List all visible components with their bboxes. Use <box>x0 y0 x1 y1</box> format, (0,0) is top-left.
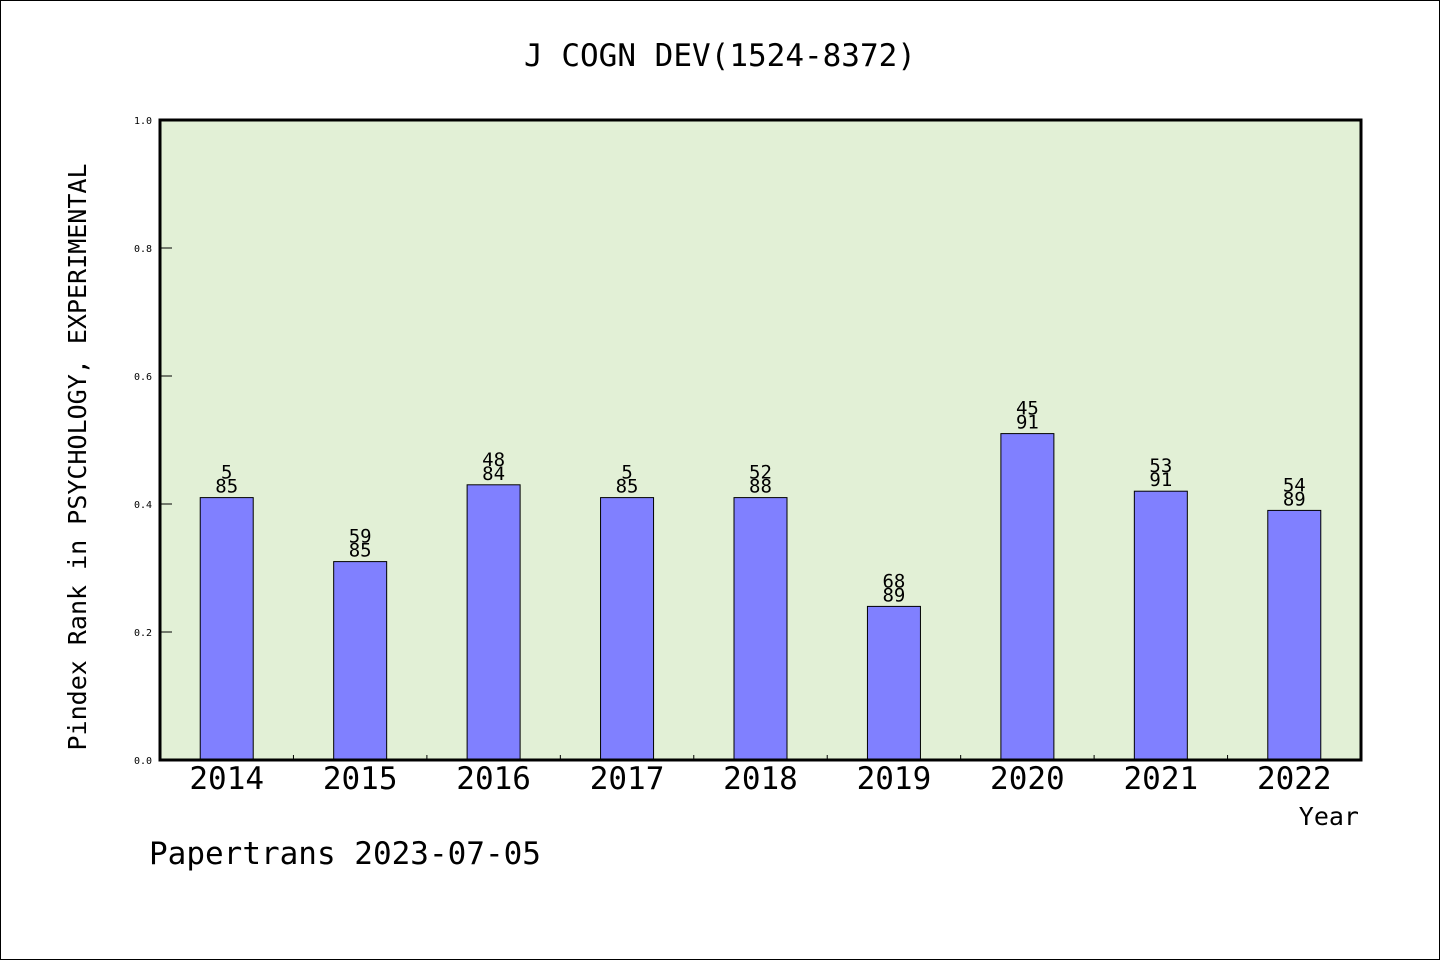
plot-frame <box>158 118 1363 762</box>
x-tick-label: 2014 <box>189 761 264 797</box>
bar-label-total: 91 <box>1149 469 1172 491</box>
chart-title: J COGN DEV(1524-8372) <box>524 38 916 74</box>
x-tick-label: 2020 <box>990 761 1065 797</box>
bar-2016 <box>466 484 521 761</box>
bar-label-total: 89 <box>882 584 905 606</box>
x-tick-label: 2021 <box>1124 761 1199 797</box>
bar-label-rank: 52 <box>749 462 772 484</box>
bar-label-total: 85 <box>215 476 238 498</box>
bar-label-rank: 68 <box>882 570 905 592</box>
bar-label-rank: 5 <box>621 462 632 484</box>
bar-label-rank: 53 <box>1149 455 1172 477</box>
y-axis-label: Pindex Rank in PSYCHOLOGY, EXPERIMENTAL <box>63 164 92 751</box>
bar-label-rank: 59 <box>349 526 372 548</box>
bar-2014 <box>199 497 254 761</box>
bar-2018 <box>733 497 788 761</box>
bar-2017 <box>600 497 655 761</box>
y-tick-label: 0.8 <box>134 244 152 255</box>
bar-label-rank: 54 <box>1283 474 1306 496</box>
y-tick-label: 1.0 <box>134 116 152 127</box>
bar-2015 <box>333 561 388 761</box>
x-tick-label: 2022 <box>1257 761 1332 797</box>
x-tick-label: 2019 <box>857 761 932 797</box>
y-tick-label: 0.0 <box>134 756 152 767</box>
bar-label-rank: 5 <box>221 462 232 484</box>
bar-2019 <box>866 605 921 761</box>
x-tick-label: 2018 <box>723 761 798 797</box>
x-axis-label: Year <box>1299 802 1359 831</box>
y-tick-label: 0.6 <box>134 372 152 383</box>
bar-2021 <box>1133 490 1188 761</box>
x-tick-label: 2015 <box>323 761 398 797</box>
bar-label-rank: 48 <box>482 449 505 471</box>
y-tick-label: 0.2 <box>134 628 152 639</box>
bar-2022 <box>1267 509 1322 761</box>
y-tick-label: 0.4 <box>134 500 152 511</box>
x-tick-label: 2017 <box>590 761 665 797</box>
x-tick-label: 2016 <box>456 761 531 797</box>
bar-label-rank: 45 <box>1016 398 1039 420</box>
bar-label-total: 91 <box>1016 412 1039 434</box>
footer-credit: Papertrans 2023-07-05 <box>149 836 541 872</box>
bar-label-total: 89 <box>1283 488 1306 510</box>
bar-label-total: 84 <box>482 463 505 485</box>
x-axis-ticks: 2014 2015 2016 2017 2018 2019 2020 2021 2022 <box>189 755 1332 797</box>
bar-label-total: 88 <box>749 476 772 498</box>
bar-label-total: 85 <box>616 476 639 498</box>
bar-label-total: 85 <box>349 540 372 562</box>
bar-2020 <box>1000 433 1055 761</box>
